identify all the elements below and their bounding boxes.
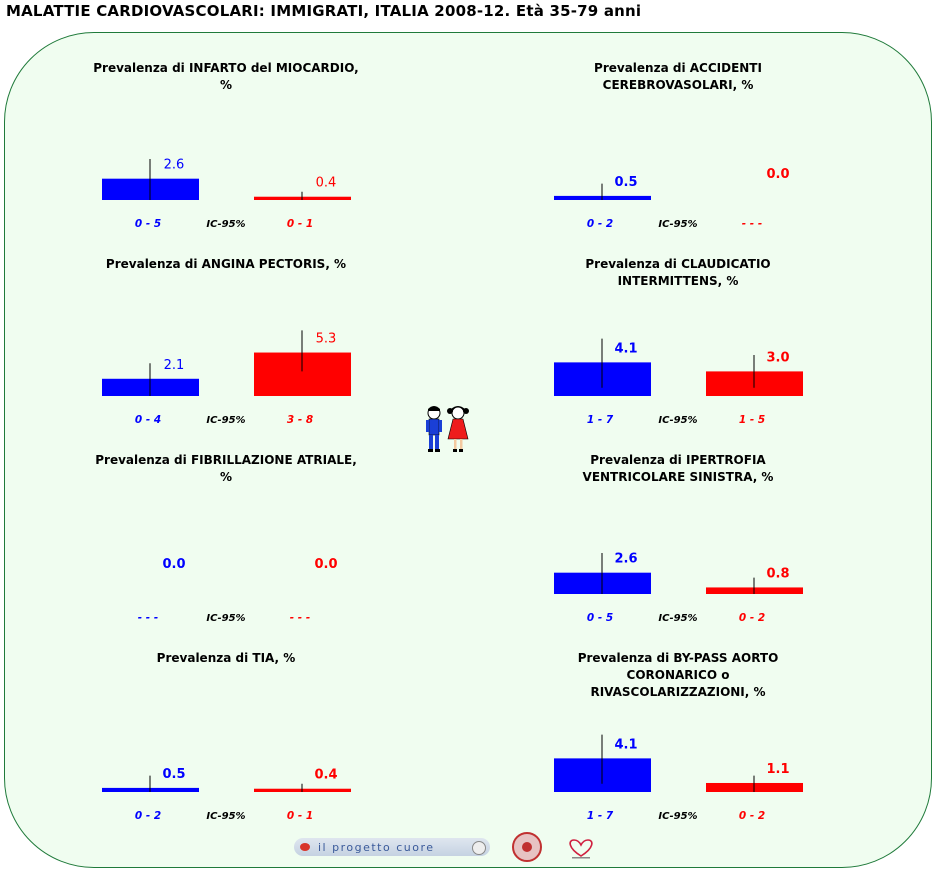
- chart-panel-1: Prevalenza di INFARTO del MIOCARDIO,% 2.6…: [93, 61, 358, 230]
- women-value-label: 5.3: [316, 332, 337, 347]
- chart-panel-4: Prevalenza di CLAUDICATIO INTERMITTENS, %…: [554, 257, 803, 426]
- ci-label: IC-95%: [658, 613, 697, 624]
- men-value-label: 4.1: [614, 341, 637, 356]
- women-value-label: 0.8: [766, 566, 789, 581]
- men-value-label: 0.0: [162, 557, 185, 572]
- panel-title-line: CEREBROVASOLARI, %: [603, 78, 754, 92]
- men-ci-range: - - -: [138, 612, 158, 624]
- heart-dot-icon: [300, 843, 310, 851]
- progetto-cuore-logo: il progetto cuore: [294, 838, 490, 856]
- men-ci-range: 1 - 7: [587, 810, 614, 822]
- logos-strip: il progetto cuore: [290, 830, 620, 866]
- chart-panel-3: Prevalenza di ANGINA PECTORIS, % 2.1 0 - 4…: [102, 257, 351, 426]
- men-value-label: 2.6: [614, 552, 637, 567]
- men-value-label: 0.5: [614, 175, 637, 190]
- ci-label: IC-95%: [206, 415, 245, 426]
- panel-title-line: CORONARICO o: [627, 668, 730, 682]
- women-ci-range: - - -: [742, 218, 762, 230]
- men-value-label: 0.5: [162, 767, 185, 782]
- women-ci-range: 0 - 1: [287, 810, 313, 822]
- women-value-label: 0.0: [766, 167, 789, 182]
- women-value-label: 0.4: [314, 768, 337, 783]
- women-value-label: 0.4: [316, 176, 337, 191]
- men-value-label: 4.1: [614, 737, 637, 752]
- men-ci-range: 0 - 5: [135, 218, 161, 230]
- women-ci-range: - - -: [290, 612, 310, 624]
- progetto-cuore-text: il progetto cuore: [318, 840, 435, 854]
- men-value-label: 2.1: [164, 358, 185, 373]
- chart-panel-5: Prevalenza di FIBRILLAZIONE ATRIALE,% 0.0…: [95, 453, 357, 624]
- ci-label: IC-95%: [658, 811, 697, 822]
- men-ci-range: 0 - 5: [587, 612, 613, 624]
- chart-panel-8: Prevalenza di BY-PASS AORTO CORONARICO o R…: [554, 651, 803, 822]
- globe-icon: [472, 841, 486, 855]
- panel-title-line: Prevalenza di TIA, %: [157, 651, 296, 665]
- ci-label: IC-95%: [206, 613, 245, 624]
- women-value-label: 1.1: [766, 762, 789, 777]
- institute-seal-logo: [512, 832, 542, 862]
- men-ci-range: 1 - 7: [587, 414, 614, 426]
- chart-frame: [4, 32, 932, 868]
- chart-panel-7: Prevalenza di TIA, % 0.5 0 - 2 0.4 0 - 1 IC-9…: [102, 651, 351, 822]
- men-ci-range: 0 - 4: [135, 414, 161, 426]
- ci-label: IC-95%: [658, 219, 697, 230]
- women-value-label: 3.0: [766, 350, 789, 365]
- panel-title-line: Prevalenza di IPERTROFIA: [590, 453, 766, 467]
- panel-title-line: Prevalenza di ANGINA PECTORIS, %: [106, 257, 346, 271]
- chart-panel-2: Prevalenza di ACCIDENTI CEREBROVASOLARI, …: [554, 61, 790, 230]
- panel-title-line: %: [220, 470, 232, 484]
- women-ci-range: 1 - 5: [739, 414, 765, 426]
- heart-logo: [569, 839, 593, 859]
- women-ci-range: 3 - 8: [287, 414, 313, 426]
- kids-icon: [426, 406, 469, 452]
- ci-label: IC-95%: [658, 415, 697, 426]
- panel-title-line: Prevalenza di BY-PASS AORTO: [578, 651, 779, 665]
- panel-title-line: %: [220, 78, 232, 92]
- women-ci-range: 0 - 2: [739, 612, 765, 624]
- women-ci-range: 0 - 2: [739, 810, 765, 822]
- panel-title-line: Prevalenza di ACCIDENTI: [594, 61, 762, 75]
- panel-title-line: RIVASCOLARIZZAZIONI, %: [590, 685, 765, 699]
- men-ci-range: 0 - 2: [135, 810, 161, 822]
- panel-title-line: VENTRICOLARE SINISTRA, %: [583, 470, 774, 484]
- panel-title-line: INTERMITTENS, %: [618, 274, 739, 288]
- men-ci-range: 0 - 2: [587, 218, 613, 230]
- panel-title-line: Prevalenza di CLAUDICATIO: [585, 257, 770, 271]
- men-value-label: 2.6: [164, 158, 185, 173]
- panel-title-line: Prevalenza di INFARTO del MIOCARDIO,: [93, 61, 358, 75]
- page-title: MALATTIE CARDIOVASCOLARI: IMMIGRATI, ITA…: [6, 2, 642, 20]
- chart-panel-6: Prevalenza di IPERTROFIA VENTRICOLARE SIN…: [554, 453, 803, 624]
- ci-label: IC-95%: [206, 219, 245, 230]
- ci-label: IC-95%: [206, 811, 245, 822]
- women-ci-range: 0 - 1: [287, 218, 313, 230]
- panel-title-line: Prevalenza di FIBRILLAZIONE ATRIALE,: [95, 453, 357, 467]
- women-value-label: 0.0: [314, 557, 337, 572]
